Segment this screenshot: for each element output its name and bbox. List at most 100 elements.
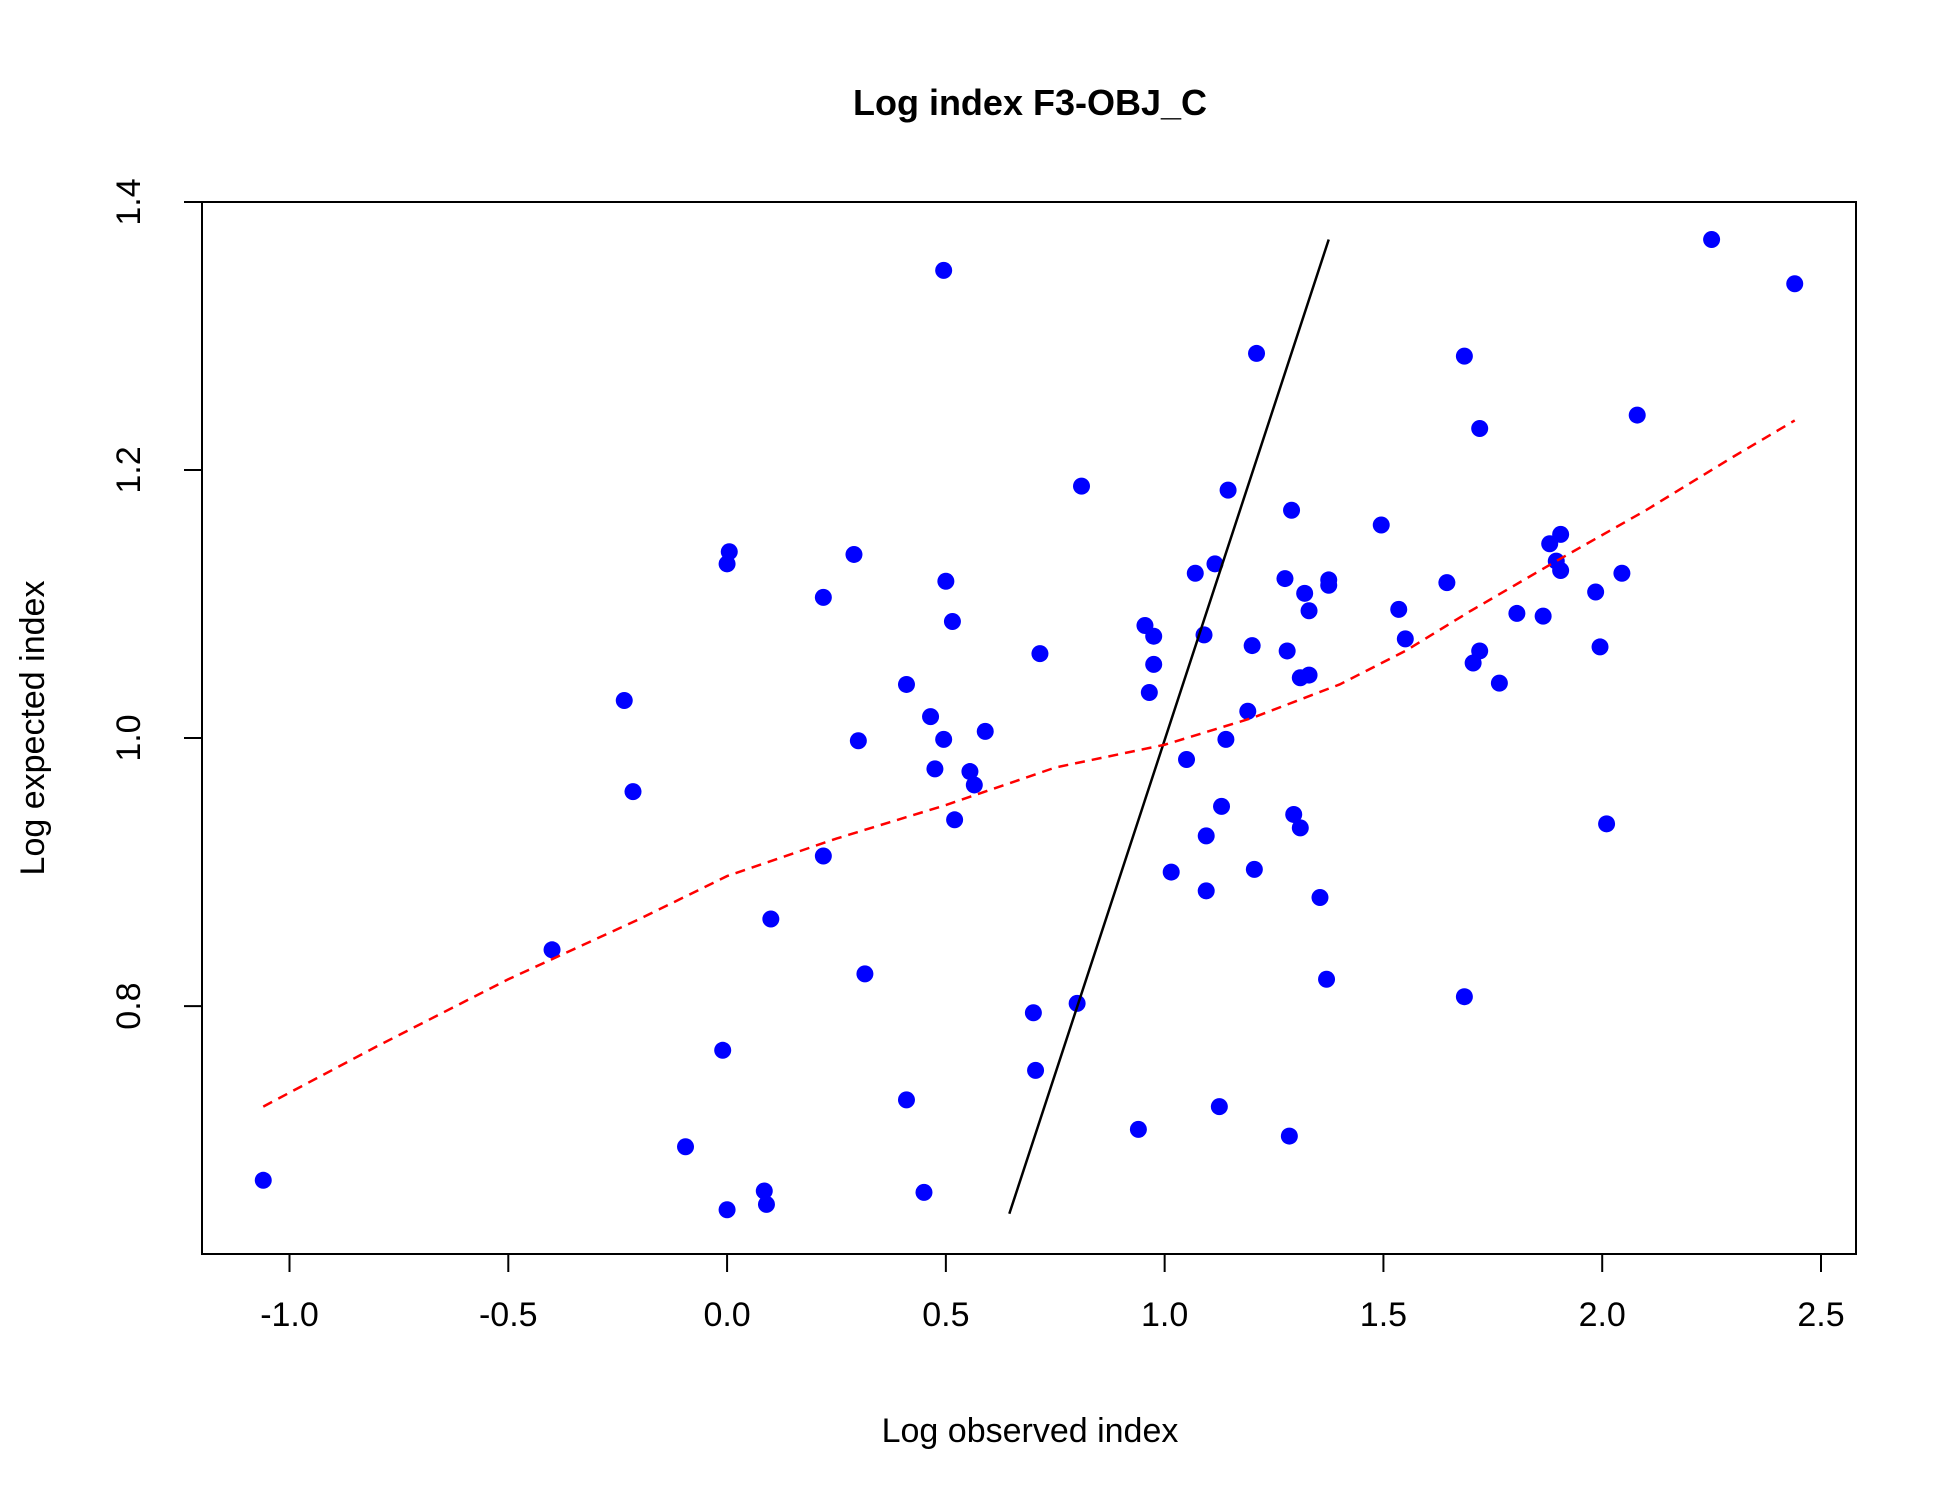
data-point <box>720 543 738 561</box>
data-point <box>1217 730 1235 748</box>
data-point <box>1197 827 1215 845</box>
data-point <box>1598 815 1616 833</box>
data-point <box>1129 1120 1147 1138</box>
data-point <box>714 1041 732 1059</box>
data-point <box>1300 666 1318 684</box>
data-point <box>1296 584 1314 602</box>
y-axis-label: Log expected index <box>14 581 52 876</box>
data-point <box>1552 562 1570 580</box>
data-point <box>762 910 780 928</box>
data-point <box>943 612 961 630</box>
data-point <box>937 572 955 590</box>
data-point <box>1786 275 1804 293</box>
data-point <box>1178 750 1196 768</box>
data-point <box>1283 501 1301 519</box>
data-point <box>755 1182 773 1200</box>
data-point <box>1280 1127 1298 1145</box>
data-point <box>1613 564 1631 582</box>
data-point <box>543 941 561 959</box>
data-point <box>849 732 867 750</box>
data-point <box>1300 602 1318 620</box>
data-point <box>1628 406 1646 424</box>
data-point <box>1145 655 1163 673</box>
data-point <box>1162 863 1180 881</box>
x-axis: -1.0 -0.5 0.0 0.5 1.0 1.5 2.0 2.5 <box>260 1253 1845 1334</box>
dashed-smoother-line <box>262 419 1796 1108</box>
data-point <box>1396 630 1414 648</box>
y-tick-label: 1.0 <box>110 714 148 761</box>
data-point <box>897 675 915 693</box>
data-point <box>1243 637 1261 655</box>
data-point <box>856 965 874 983</box>
data-point <box>1591 638 1609 656</box>
data-point <box>1320 571 1338 589</box>
data-point <box>1210 1098 1228 1116</box>
data-point <box>1455 347 1473 365</box>
data-point <box>1552 525 1570 543</box>
data-point <box>1140 683 1158 701</box>
data-point <box>915 1183 933 1201</box>
data-point <box>1471 642 1489 660</box>
data-point <box>814 847 832 865</box>
x-axis-label: Log observed index <box>882 1412 1179 1450</box>
data-point <box>926 760 944 778</box>
x-tick-label: 0.0 <box>703 1296 750 1334</box>
data-point <box>1471 419 1489 437</box>
data-point <box>757 1195 775 1213</box>
y-tick-label: 0.8 <box>110 982 148 1029</box>
x-tick-label: 1.5 <box>1360 1296 1407 1334</box>
y-tick-label: 1.2 <box>110 446 148 493</box>
data-point <box>1278 642 1296 660</box>
data-point <box>1213 797 1231 815</box>
data-point <box>1390 600 1408 618</box>
solid-reference-line <box>1008 239 1330 1215</box>
data-point <box>1291 819 1309 837</box>
plot-area <box>254 231 1804 1219</box>
data-point <box>1219 481 1237 499</box>
data-point <box>976 722 994 740</box>
y-tick-label: 1.4 <box>110 178 148 225</box>
data-point <box>1372 516 1390 534</box>
data-point <box>718 1201 736 1219</box>
y-axis: 0.8 1.0 1.2 1.4 <box>110 178 203 1030</box>
x-tick-label: 2.5 <box>1797 1296 1844 1334</box>
data-point <box>624 783 642 801</box>
data-point <box>935 261 953 279</box>
data-point <box>254 1171 272 1189</box>
data-point <box>1508 604 1526 622</box>
data-point <box>1186 564 1204 582</box>
data-point <box>1206 555 1224 573</box>
data-point <box>1245 860 1263 878</box>
data-point <box>845 545 863 563</box>
data-point <box>897 1091 915 1109</box>
data-point <box>1248 344 1266 362</box>
data-point <box>946 811 964 829</box>
x-tick-label: -0.5 <box>479 1296 538 1334</box>
data-point <box>1027 1061 1045 1079</box>
data-point <box>1031 645 1049 663</box>
x-tick-label: 0.5 <box>922 1296 969 1334</box>
data-point <box>615 692 633 710</box>
data-point <box>1197 882 1215 900</box>
data-point <box>922 708 940 726</box>
data-point <box>1534 607 1552 625</box>
plot-frame <box>201 201 1857 1255</box>
x-tick-label: 1.0 <box>1141 1296 1188 1334</box>
data-point <box>965 776 983 794</box>
data-point <box>814 588 832 606</box>
data-point <box>1239 702 1257 720</box>
data-point <box>1145 627 1163 645</box>
data-point <box>1073 477 1091 495</box>
data-point <box>1318 970 1336 988</box>
data-point <box>1455 988 1473 1006</box>
data-point <box>1703 231 1721 249</box>
data-point <box>1438 574 1456 592</box>
data-point <box>1024 1004 1042 1022</box>
data-point <box>1285 805 1303 823</box>
x-tick-label: -1.0 <box>260 1296 319 1334</box>
data-point <box>1490 674 1508 692</box>
data-point <box>1587 583 1605 601</box>
chart-title: Log index F3-OBJ_C <box>853 82 1207 123</box>
data-point <box>935 730 953 748</box>
